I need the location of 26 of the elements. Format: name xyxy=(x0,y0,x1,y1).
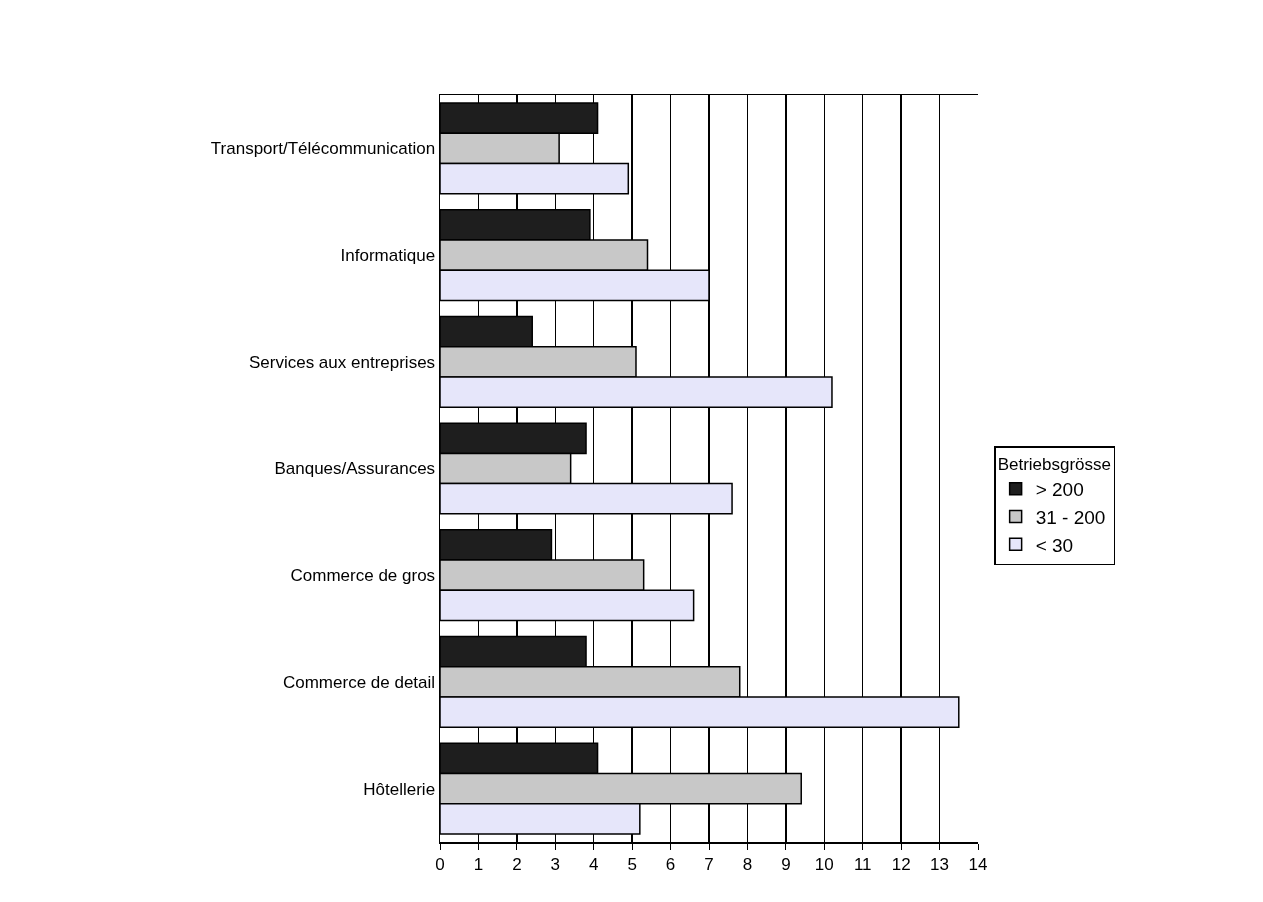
y-tick-label: Commerce de detail xyxy=(282,672,436,692)
x-tick-label: 1 xyxy=(473,854,484,874)
legend-label: > 200 xyxy=(1035,479,1084,501)
x-tick-label: 11 xyxy=(853,854,872,874)
x-tick-label: 0 xyxy=(435,854,445,874)
x-tick-label: 2 xyxy=(512,854,522,874)
x-tick-label: 7 xyxy=(704,854,714,874)
x-tick-label: 8 xyxy=(742,854,753,874)
x-tick-label: 9 xyxy=(781,854,791,874)
legend-label: < 30 xyxy=(1035,534,1074,556)
y-tick-label: Informatique xyxy=(340,246,436,266)
y-tick-label: Commerce de gros xyxy=(290,566,436,586)
x-tick-label: 10 xyxy=(814,854,834,874)
x-tick-label: 3 xyxy=(550,854,561,874)
y-tick-label: Hôtellerie xyxy=(363,779,436,799)
x-tick-label: 4 xyxy=(588,854,599,874)
y-tick-label: Banques/Assurances xyxy=(274,459,436,479)
y-tick-label: Services aux entreprises xyxy=(248,352,436,372)
x-tick-label: 6 xyxy=(665,854,676,874)
legend-label: 31 - 200 xyxy=(1035,506,1106,528)
x-tick-label: 14 xyxy=(968,854,988,874)
x-tick-label: 12 xyxy=(891,854,911,874)
y-tick-label: Transport/Télécommunication xyxy=(210,139,436,159)
legend-title: Betriebsgrösse xyxy=(997,454,1112,474)
x-tick-label: 13 xyxy=(930,854,950,874)
x-tick-label: 5 xyxy=(627,854,637,874)
